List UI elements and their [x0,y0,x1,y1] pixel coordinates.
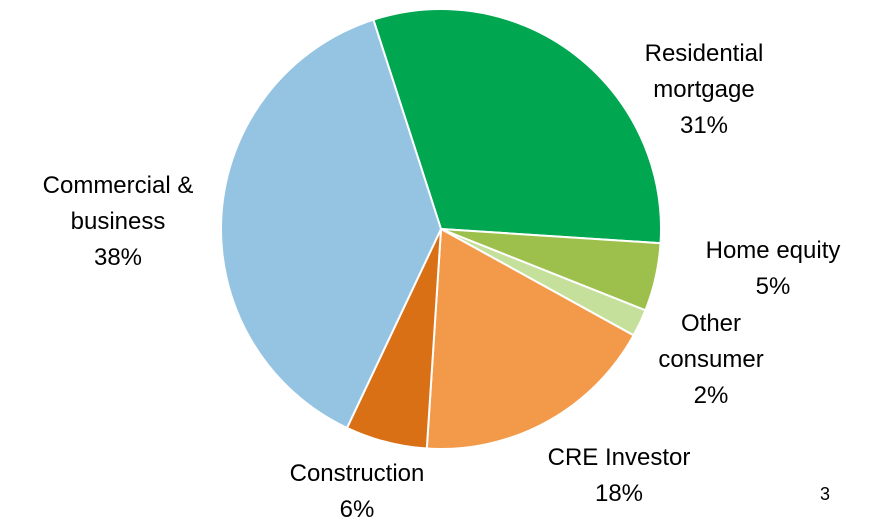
slice-label: Residential mortgage 31% [609,36,799,144]
category-label: Commercial & business [42,172,194,235]
value-label: 2% [693,382,729,409]
category-label: Construction [289,460,425,487]
slice-label: CRE Investor 18% [519,440,719,512]
slice-label: Other consumer 2% [636,306,786,414]
slice-label: Construction 6% [257,456,457,525]
slice-label: Commercial & business 38% [13,168,223,276]
slice-label: Home equity 5% [673,233,873,305]
category-label: Home equity [705,237,841,264]
value-label: 18% [594,480,644,507]
category-label: CRE Investor [547,444,691,471]
value-label: 31% [679,112,729,139]
value-label: 6% [339,496,375,523]
value-label: 5% [755,273,791,300]
category-label: Residential mortgage [644,40,764,103]
pie-slice [372,8,662,245]
page-number: 3 [820,484,831,504]
category-label: Other consumer [658,310,764,373]
pie-slice [425,227,635,450]
value-label: 38% [93,244,143,271]
pie-slice [220,18,443,430]
